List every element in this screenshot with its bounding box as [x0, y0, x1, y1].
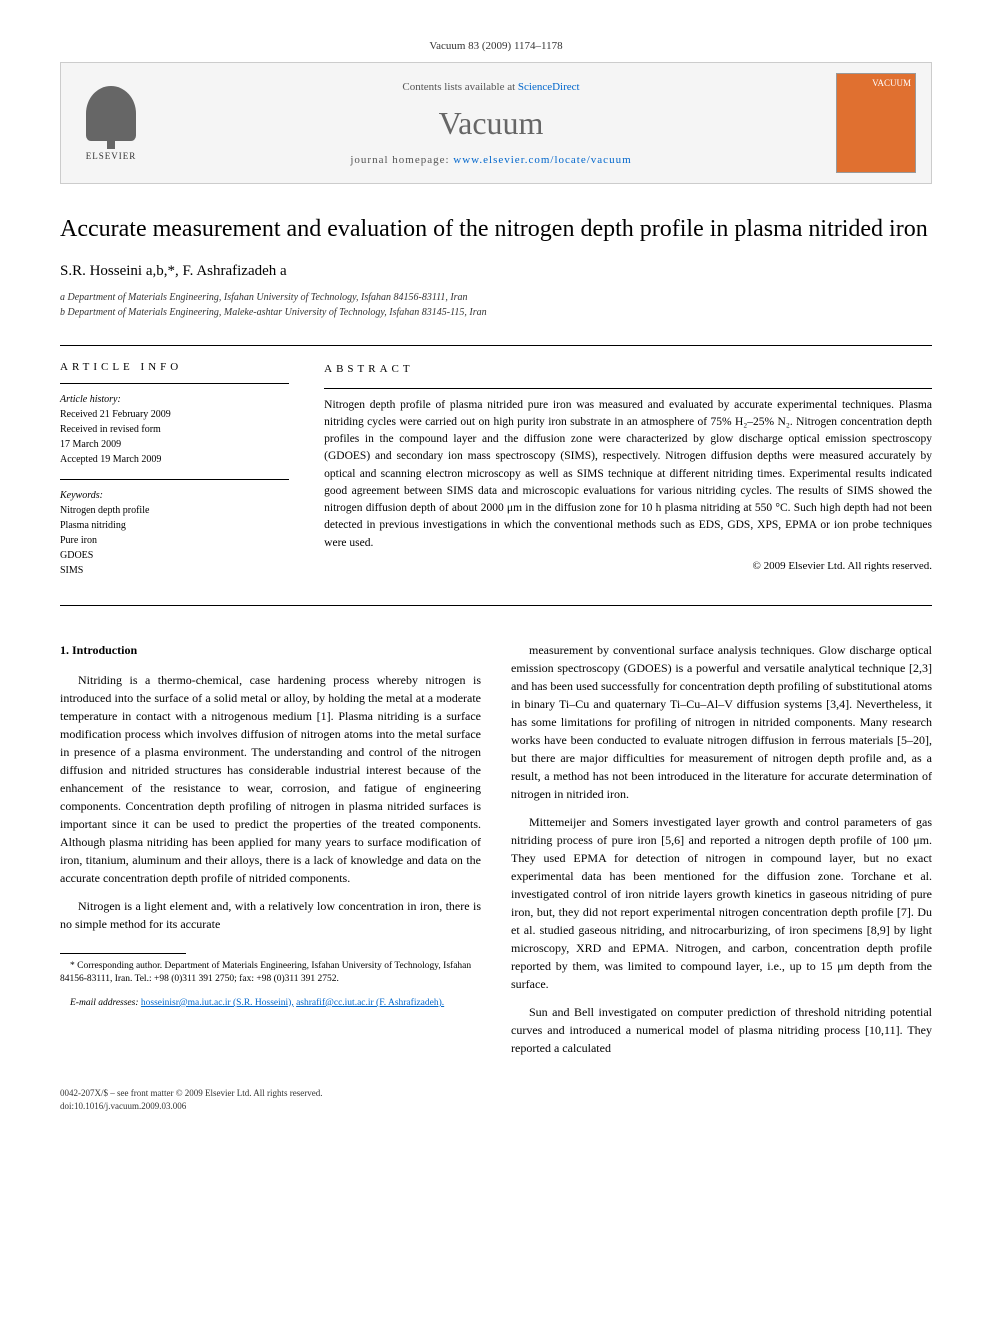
authors-line: S.R. Hosseini a,b,*, F. Ashrafizadeh a	[60, 263, 932, 280]
intro-paragraph-2: Nitrogen is a light element and, with a …	[60, 897, 481, 933]
running-header: Vacuum 83 (2009) 1174–1178	[60, 40, 932, 52]
journal-masthead: ELSEVIER Contents lists available at Sci…	[60, 62, 932, 184]
affiliation-b: b Department of Materials Engineering, M…	[60, 305, 932, 320]
doi-line: doi:10.1016/j.vacuum.2009.03.006	[60, 1100, 932, 1113]
keywords-label: Keywords:	[60, 488, 289, 503]
page-footer: 0042-207X/$ – see front matter © 2009 El…	[60, 1087, 932, 1112]
publisher-name: ELSEVIER	[86, 151, 137, 161]
column-left: 1. Introduction Nitriding is a thermo-ch…	[60, 641, 481, 1067]
article-info: ARTICLE INFO Article history: Received 2…	[60, 346, 304, 605]
keyword-3: Pure iron	[60, 533, 289, 548]
journal-homepage-line: journal homepage: www.elsevier.com/locat…	[146, 154, 836, 166]
email-link-1[interactable]: hosseinisr@ma.iut.ac.ir (S.R. Hosseini),	[141, 998, 294, 1008]
email-label: E-mail addresses:	[70, 998, 139, 1008]
journal-homepage-link[interactable]: www.elsevier.com/locate/vacuum	[453, 154, 631, 166]
keyword-5: SIMS	[60, 563, 289, 578]
elsevier-tree-icon	[86, 86, 136, 141]
abstract: ABSTRACT Nitrogen depth profile of plasm…	[304, 346, 932, 605]
article-info-heading: ARTICLE INFO	[60, 361, 289, 373]
article-title: Accurate measurement and evaluation of t…	[60, 214, 932, 245]
homepage-prefix: journal homepage:	[350, 154, 453, 166]
page: Vacuum 83 (2009) 1174–1178 ELSEVIER Cont…	[0, 0, 992, 1152]
revised-label: Received in revised form	[60, 422, 289, 437]
journal-name: Vacuum	[146, 105, 836, 142]
keywords-block: Keywords: Nitrogen depth profile Plasma …	[60, 479, 289, 578]
contents-prefix: Contents lists available at	[402, 81, 517, 93]
front-matter-line: 0042-207X/$ – see front matter © 2009 El…	[60, 1087, 932, 1100]
body-text: 1. Introduction Nitriding is a thermo-ch…	[60, 641, 932, 1067]
cover-title: VACUUM	[837, 74, 915, 92]
intro-paragraph-5: Sun and Bell investigated on computer pr…	[511, 1003, 932, 1057]
affiliations: a Department of Materials Engineering, I…	[60, 290, 932, 320]
revised-date: 17 March 2009	[60, 437, 289, 452]
affiliation-a: a Department of Materials Engineering, I…	[60, 290, 932, 305]
column-right: measurement by conventional surface anal…	[511, 641, 932, 1067]
keyword-4: GDOES	[60, 548, 289, 563]
sciencedirect-link[interactable]: ScienceDirect	[518, 81, 580, 93]
abstract-heading: ABSTRACT	[324, 361, 932, 378]
intro-paragraph-4: Mittemeijer and Somers investigated laye…	[511, 813, 932, 993]
email-link-2[interactable]: ashrafif@cc.iut.ac.ir (F. Ashrafizadeh).	[296, 998, 444, 1008]
article-history: Article history: Received 21 February 20…	[60, 383, 289, 467]
footnote-separator	[60, 953, 186, 954]
keyword-1: Nitrogen depth profile	[60, 503, 289, 518]
email-footnote: E-mail addresses: hosseinisr@ma.iut.ac.i…	[60, 997, 481, 1010]
journal-cover-thumbnail: VACUUM	[836, 73, 916, 173]
masthead-center: Contents lists available at ScienceDirec…	[146, 81, 836, 166]
keyword-2: Plasma nitriding	[60, 518, 289, 533]
accepted-date: Accepted 19 March 2009	[60, 452, 289, 467]
info-abstract-block: ARTICLE INFO Article history: Received 2…	[60, 345, 932, 606]
corresponding-author-footnote: * Corresponding author. Department of Ma…	[60, 960, 481, 987]
intro-paragraph-1: Nitriding is a thermo-chemical, case har…	[60, 671, 481, 887]
contents-available-line: Contents lists available at ScienceDirec…	[146, 81, 836, 93]
abstract-copyright: © 2009 Elsevier Ltd. All rights reserved…	[324, 558, 932, 575]
abstract-text: Nitrogen depth profile of plasma nitride…	[324, 388, 932, 552]
received-date: Received 21 February 2009	[60, 407, 289, 422]
section-1-heading: 1. Introduction	[60, 641, 481, 659]
intro-paragraph-3: measurement by conventional surface anal…	[511, 641, 932, 803]
publisher-logo: ELSEVIER	[76, 83, 146, 163]
history-label: Article history:	[60, 392, 289, 407]
